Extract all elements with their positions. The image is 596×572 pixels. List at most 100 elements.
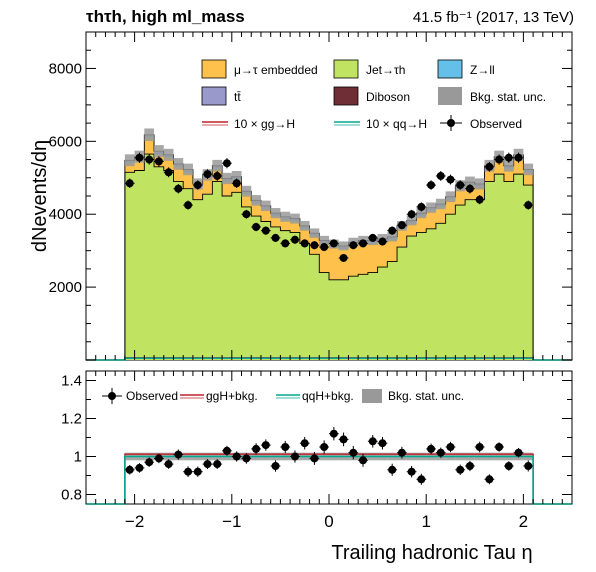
ratio-point <box>290 450 300 463</box>
observed-point <box>329 239 339 248</box>
embedded-bar <box>358 243 369 275</box>
jet-to-tau-bar <box>260 221 272 360</box>
observed-marker <box>456 181 465 190</box>
ratio-point <box>251 443 261 455</box>
observed-point <box>163 167 174 178</box>
qqH-legend-label: 10 × qq→H <box>366 117 427 131</box>
x-tick-label: 2 <box>519 512 528 531</box>
jet-to-tau-bar <box>222 196 233 360</box>
observed-marker <box>504 153 513 162</box>
observed-point <box>367 233 378 242</box>
observed-marker <box>495 155 504 164</box>
ratio-marker <box>145 458 154 467</box>
jet-to-tau-bar <box>144 154 155 360</box>
observed-point <box>435 171 446 181</box>
ratio-legend-entry-stat_unc: Bkg. stat. unc. <box>362 389 464 403</box>
embedded-bar <box>523 172 534 186</box>
observed-point <box>309 241 320 250</box>
ratio-marker <box>232 452 241 461</box>
ratio-legend-entry-observed: Observed <box>102 388 178 404</box>
ratio-legend-label-stat_unc: Bkg. stat. unc. <box>388 389 464 403</box>
observed-legend-label: Observed <box>470 117 522 131</box>
observed-legend-marker <box>447 119 455 127</box>
embedded-bar <box>484 168 495 182</box>
jet-to-tau-bar <box>484 181 495 360</box>
jet-to-tau-bar <box>426 228 437 360</box>
ratio-marker <box>388 465 397 474</box>
y-tick-label: 6000 <box>49 133 82 150</box>
jet-to-tau-bar <box>445 214 456 360</box>
jet-to-tau-bar <box>348 276 359 360</box>
legend-entry-embedded: μ→τ embedded <box>201 59 318 79</box>
x-tick-label: 0 <box>324 512 333 531</box>
jet-to-tau-bar <box>494 174 505 360</box>
stat-unc-band <box>406 215 417 226</box>
jet-to-tau-bar <box>513 174 524 360</box>
ratio-legend-label-qqH: qqH+bkg. <box>302 389 354 403</box>
observed-point <box>397 220 407 230</box>
ratio-point <box>309 451 320 465</box>
stat-unc-band <box>212 159 223 172</box>
embedded-bar <box>299 228 310 244</box>
observed-point <box>523 200 534 210</box>
ratio-point <box>426 443 436 455</box>
observed-marker <box>135 153 144 162</box>
observed-point <box>426 180 436 190</box>
observed-marker <box>475 195 484 204</box>
embedded-bar <box>260 208 272 222</box>
ratio-marker <box>300 439 309 448</box>
embedded-bar <box>387 239 398 262</box>
legend-entry-ggH: 10 × gg→H <box>202 117 295 131</box>
observed-marker <box>524 201 533 210</box>
stat-unc-band <box>270 208 281 219</box>
ratio-point <box>319 440 329 454</box>
ratio-marker <box>359 456 368 465</box>
observed-point <box>173 183 184 194</box>
embedded-legend-label: μ→τ embedded <box>234 63 318 77</box>
ratio-legend-entry-ggH: ggH+bkg. <box>180 389 258 403</box>
ratio-x-axis: −2 −1 0 1 2 <box>85 371 573 531</box>
ratio-point <box>465 460 475 472</box>
ratio-legend: Observed ggH+bkg. qqH+bkg. Bkg. stat. unc. <box>102 388 464 404</box>
ratio-point <box>134 463 145 473</box>
embedded-bar <box>329 247 340 280</box>
y-tick-label: 2000 <box>49 279 82 296</box>
ratio-marker <box>504 462 513 470</box>
embedded-bar <box>367 243 378 273</box>
observed-point <box>484 161 495 172</box>
observed-point <box>503 152 514 163</box>
observed-marker <box>174 184 183 193</box>
embedded-bar <box>406 223 417 237</box>
jet-to-tau-bar <box>163 170 174 360</box>
ratio-point <box>367 435 378 448</box>
jet-to-tau-bar <box>309 254 320 360</box>
x-tick-label: −2 <box>125 512 144 531</box>
ratio-marker <box>174 450 183 459</box>
observed-point <box>299 239 310 248</box>
ratio-point <box>338 432 349 447</box>
ratio-point <box>484 474 495 485</box>
x-axis-label: Trailing hadronic Tau η <box>331 542 532 564</box>
observed-marker <box>232 179 241 188</box>
observed-marker <box>213 171 222 180</box>
ratio-point <box>523 460 534 472</box>
stat-unc-band <box>280 211 291 222</box>
observed-marker <box>261 226 270 235</box>
embedded-bar <box>397 228 408 248</box>
legend-entry-qqH: 10 × qq→H <box>334 117 427 131</box>
embedded-bar <box>270 216 281 227</box>
observed-point <box>513 152 524 163</box>
ratio-marker <box>310 454 319 463</box>
ratio-marker <box>397 448 406 457</box>
ratio-point <box>154 453 164 464</box>
jet-to-tau-bar <box>251 216 262 360</box>
observed-point <box>290 235 300 244</box>
y-tick-label: 4000 <box>49 206 82 223</box>
ratio-marker <box>320 443 329 451</box>
jet-to-tau-bar <box>416 232 427 360</box>
observed-marker <box>290 235 299 244</box>
ratio-point <box>270 460 281 472</box>
observed-point <box>280 239 291 248</box>
embedded-bar <box>426 210 437 229</box>
embedded-bar <box>124 163 135 173</box>
